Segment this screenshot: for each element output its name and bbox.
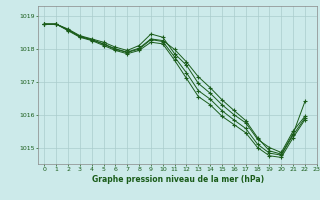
X-axis label: Graphe pression niveau de la mer (hPa): Graphe pression niveau de la mer (hPa) [92, 175, 264, 184]
